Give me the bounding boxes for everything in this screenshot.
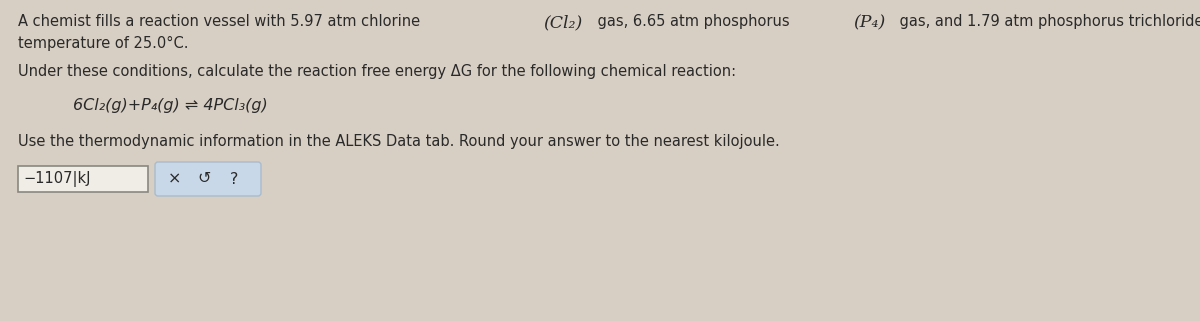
Text: −1107|kJ: −1107|kJ bbox=[23, 171, 90, 187]
Text: ×: × bbox=[167, 171, 181, 187]
Text: temperature of 25.0°C.: temperature of 25.0°C. bbox=[18, 36, 188, 51]
FancyBboxPatch shape bbox=[155, 162, 262, 196]
Text: (Cl₂): (Cl₂) bbox=[542, 14, 582, 31]
Text: Under these conditions, calculate the reaction free energy ΔG for the following : Under these conditions, calculate the re… bbox=[18, 64, 736, 79]
Text: Use the thermodynamic information in the ALEKS Data tab. Round your answer to th: Use the thermodynamic information in the… bbox=[18, 134, 780, 149]
FancyBboxPatch shape bbox=[18, 166, 148, 192]
Text: A chemist fills a reaction vessel with 5.97 atm chlorine: A chemist fills a reaction vessel with 5… bbox=[18, 14, 425, 29]
Text: gas, and 1.79 atm phosphorus trichloride: gas, and 1.79 atm phosphorus trichloride bbox=[895, 14, 1200, 29]
Text: gas, 6.65 atm phosphorus: gas, 6.65 atm phosphorus bbox=[594, 14, 794, 29]
Text: (P₄): (P₄) bbox=[853, 14, 886, 31]
Text: 6Cl₂(g)+P₄(g) ⇌ 4PCl₃(g): 6Cl₂(g)+P₄(g) ⇌ 4PCl₃(g) bbox=[73, 98, 268, 113]
Text: ↺: ↺ bbox=[197, 171, 211, 187]
Text: ?: ? bbox=[230, 171, 238, 187]
